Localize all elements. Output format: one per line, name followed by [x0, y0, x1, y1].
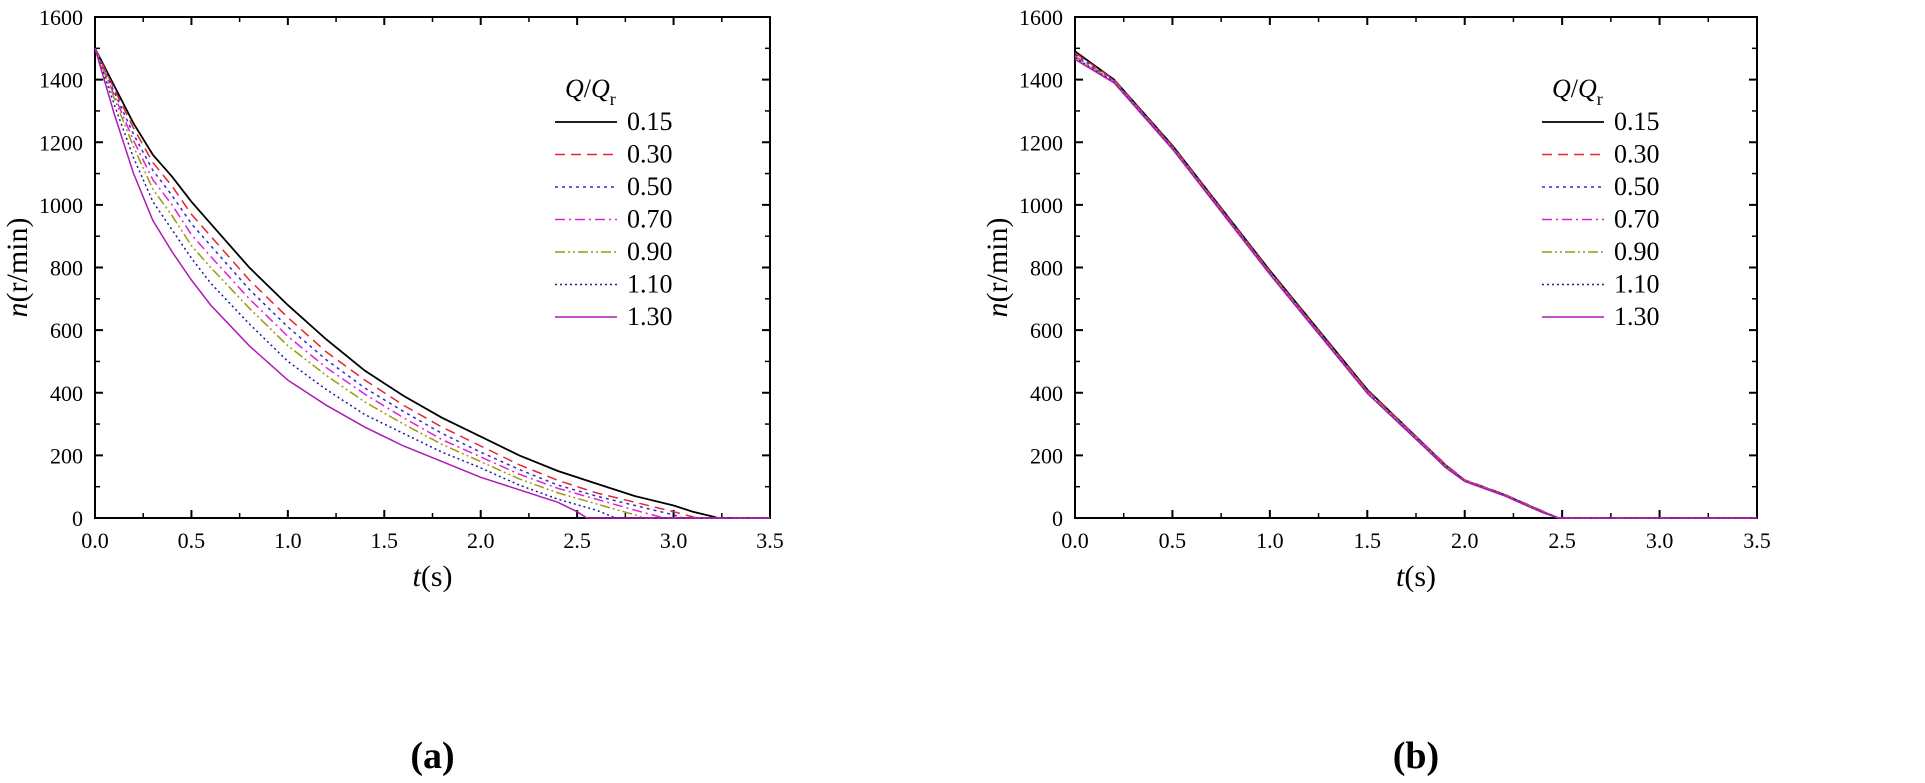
y-tick-label: 0 — [72, 506, 83, 531]
y-tick-label: 400 — [1030, 381, 1063, 406]
x-tick-label: 0.0 — [81, 528, 109, 553]
y-axis-unit: (r/min) — [981, 218, 1014, 303]
legend-title-q: Q — [565, 74, 584, 103]
legend-entry: 1.10 — [627, 270, 673, 299]
x-tick-label: 3.5 — [756, 528, 784, 553]
x-tick-label: 1.0 — [1256, 528, 1284, 553]
y-axis-symbol: n — [1, 302, 34, 317]
y-tick-label: 1600 — [1019, 5, 1063, 30]
series-line-0.70 — [94, 48, 770, 519]
series-line-1.30 — [94, 48, 770, 519]
legend-entry: 0.70 — [1614, 205, 1660, 234]
y-axis-label: n(r/min) — [1, 218, 34, 318]
legend-entry: 0.90 — [627, 237, 673, 266]
x-tick-label: 2.0 — [1451, 528, 1479, 553]
y-tick-label: 1400 — [39, 68, 83, 93]
legend-title: Q/Qr — [565, 74, 616, 109]
legend-entry: 1.30 — [1614, 302, 1660, 331]
legend-entry: 0.30 — [1614, 140, 1660, 169]
series-line-0.90 — [1074, 56, 1757, 519]
legend-title-qr: Q — [1578, 74, 1597, 103]
legend-entry: 0.15 — [627, 107, 673, 136]
y-tick-label: 1200 — [39, 130, 83, 155]
legend-entry: 0.90 — [1614, 237, 1660, 266]
series-line-0.50 — [94, 47, 770, 519]
plot-frame — [94, 16, 771, 519]
chart-panel-b: 0.0 0.5 1.0 1.5 2.0 2.5 3.0 3.5 0 200 400 600 800 100… — [981, 5, 1771, 777]
y-tick-label: 200 — [1030, 443, 1063, 468]
x-tick-label: 1.5 — [371, 528, 399, 553]
plot-group: 0.0 0.5 1.0 1.5 2.0 2.5 3.0 3.5 0 200 400 600 800 100… — [981, 5, 1771, 777]
series-line-0.90 — [94, 48, 770, 519]
chart-panel-a: 0.0 0.5 1.0 1.5 2.0 2.5 3.0 3.5 0 200 400 600 800 100… — [1, 5, 784, 777]
x-axis-symbol: t — [1396, 560, 1405, 593]
series-line-0.30 — [94, 47, 770, 519]
legend-entry: 0.50 — [627, 172, 673, 201]
legend-entry: 0.15 — [1614, 107, 1660, 136]
x-tick-label: 2.5 — [563, 528, 591, 553]
legend-entry: 0.70 — [627, 205, 673, 234]
legend-title-sub: r — [1597, 89, 1603, 109]
panel-label: (b) — [1393, 735, 1439, 777]
series-line-0.15 — [94, 47, 770, 519]
legend-title-sep: / — [584, 74, 592, 103]
y-tick-label: 200 — [50, 443, 83, 468]
x-axis-symbol: t — [413, 560, 422, 593]
x-axis-label: t(s) — [413, 560, 453, 593]
legend-entry: 1.10 — [1614, 270, 1660, 299]
y-axis-symbol: n — [981, 302, 1014, 317]
y-tick-label: 600 — [1030, 318, 1063, 343]
y-tick-label: 1200 — [1019, 130, 1063, 155]
plot-group: 0.0 0.5 1.0 1.5 2.0 2.5 3.0 3.5 0 200 400 600 800 100… — [1, 5, 784, 777]
y-tick-label: 600 — [50, 318, 83, 343]
y-tick-label: 1600 — [39, 5, 83, 30]
plot-frame — [1074, 16, 1758, 519]
x-tick-label: 3.0 — [660, 528, 688, 553]
series-line-1.30 — [1074, 58, 1757, 519]
x-tick-label: 1.0 — [274, 528, 302, 553]
legend-entry: 0.30 — [627, 140, 673, 169]
y-tick-label: 0 — [1052, 506, 1063, 531]
series-line-1.10 — [94, 48, 770, 519]
x-tick-label: 0.5 — [178, 528, 206, 553]
legend-title-q: Q — [1552, 74, 1571, 103]
legend-entry: 1.30 — [627, 302, 673, 331]
legend-title-qr: Q — [591, 74, 610, 103]
x-tick-label: 0.0 — [1061, 528, 1089, 553]
legend-title-sub: r — [610, 89, 616, 109]
legend-title: Q/Qr — [1552, 74, 1603, 109]
x-axis-unit: (s) — [1404, 560, 1436, 593]
x-tick-label: 2.5 — [1548, 528, 1576, 553]
panel-label: (a) — [410, 735, 454, 777]
legend-title-sep: / — [1571, 74, 1579, 103]
y-axis-label: n(r/min) — [981, 218, 1014, 318]
x-tick-label: 0.5 — [1159, 528, 1187, 553]
x-tick-label: 3.0 — [1646, 528, 1674, 553]
x-tick-label: 1.5 — [1354, 528, 1382, 553]
y-tick-label: 800 — [50, 256, 83, 281]
y-tick-label: 1000 — [39, 193, 83, 218]
x-tick-label: 3.5 — [1743, 528, 1771, 553]
y-tick-label: 1400 — [1019, 68, 1063, 93]
y-tick-label: 800 — [1030, 256, 1063, 281]
y-axis-unit: (r/min) — [1, 218, 34, 303]
y-tick-label: 400 — [50, 381, 83, 406]
legend-entry: 0.50 — [1614, 172, 1660, 201]
x-axis-unit: (s) — [421, 560, 453, 593]
x-tick-label: 2.0 — [467, 528, 495, 553]
x-axis-label: t(s) — [1396, 560, 1436, 593]
y-tick-label: 1000 — [1019, 193, 1063, 218]
